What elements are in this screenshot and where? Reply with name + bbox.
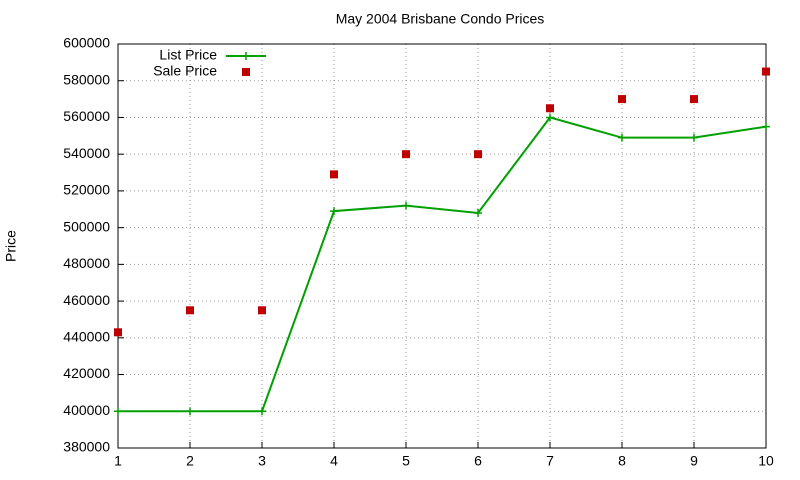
series-line xyxy=(118,116,767,413)
y-tick-label: 440000 xyxy=(63,329,110,345)
legend-label: List Price xyxy=(159,47,217,63)
y-tick-label: 400000 xyxy=(63,402,110,418)
y-tick-label: 380000 xyxy=(63,439,110,455)
data-point xyxy=(618,133,626,142)
y-tick-label: 500000 xyxy=(63,218,110,234)
data-point xyxy=(762,122,770,131)
data-point xyxy=(762,67,770,76)
chart-title: May 2004 Brisbane Condo Prices xyxy=(336,11,545,27)
data-point xyxy=(330,207,338,216)
x-tick-label: 4 xyxy=(330,453,338,469)
y-tick-label: 560000 xyxy=(63,108,110,124)
data-point xyxy=(618,95,626,104)
data-point xyxy=(474,208,482,217)
x-tick-label: 10 xyxy=(758,453,774,469)
x-tick-label: 8 xyxy=(618,453,626,469)
data-point xyxy=(546,104,554,113)
data-point xyxy=(402,150,410,159)
x-tick-label: 2 xyxy=(186,453,194,469)
x-tick-label: 5 xyxy=(402,453,410,469)
data-point xyxy=(546,113,554,122)
legend-swatch xyxy=(242,52,250,60)
plot-frame xyxy=(117,43,767,449)
data-point xyxy=(402,201,410,210)
x-tick-label: 1 xyxy=(114,453,122,469)
y-tick-label: 420000 xyxy=(63,365,110,381)
data-point xyxy=(186,407,194,416)
data-point xyxy=(330,170,338,179)
y-tick-label: 460000 xyxy=(63,292,110,308)
data-point xyxy=(690,133,698,142)
data-point xyxy=(114,407,122,416)
data-point xyxy=(258,306,266,315)
legend-swatch xyxy=(242,68,250,76)
legend-label: Sale Price xyxy=(153,63,217,79)
y-tick-label: 480000 xyxy=(63,255,110,271)
y-tick-label: 520000 xyxy=(63,182,110,198)
y-tick-label: 540000 xyxy=(63,145,110,161)
data-point xyxy=(258,407,266,416)
data-point xyxy=(114,328,122,337)
y-tick-label: 580000 xyxy=(63,71,110,87)
data-point xyxy=(186,306,194,315)
data-point xyxy=(474,150,482,159)
x-tick-label: 6 xyxy=(474,453,482,469)
y-tick-label: 600000 xyxy=(63,35,110,51)
x-tick-label: 3 xyxy=(258,453,266,469)
data-point xyxy=(690,95,698,104)
y-axis-label: Price xyxy=(3,230,19,262)
x-tick-label: 9 xyxy=(690,453,698,469)
x-tick-label: 7 xyxy=(546,453,554,469)
